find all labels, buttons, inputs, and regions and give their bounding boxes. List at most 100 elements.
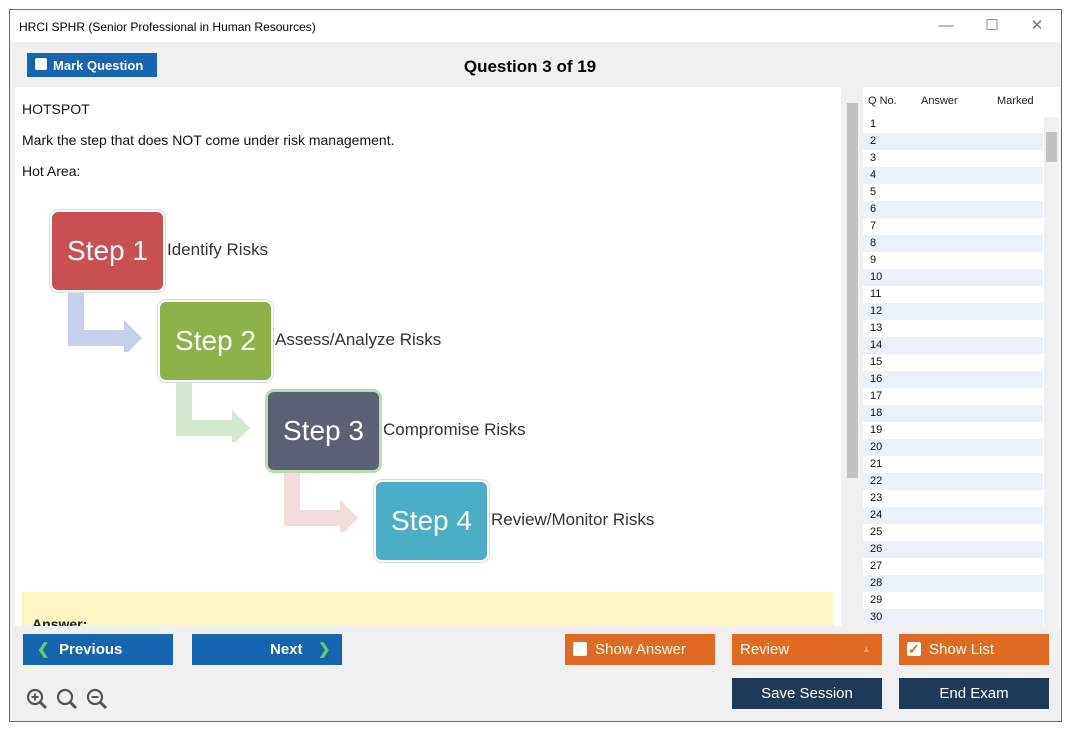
- button-label: End Exam: [939, 685, 1009, 702]
- icon: ❯: [318, 641, 331, 658]
- button-label: Show List: [929, 641, 995, 658]
- question-type: HOTSPOT: [22, 101, 90, 117]
- step-box[interactable]: Step 3: [268, 392, 379, 470]
- question-number: 4: [870, 169, 877, 181]
- list-row[interactable]: 29: [863, 592, 1043, 609]
- next-button[interactable]: Next ❯: [192, 634, 342, 665]
- question-number: 12: [870, 305, 883, 317]
- list-row[interactable]: 16: [863, 371, 1043, 388]
- list-row[interactable]: 25: [863, 524, 1043, 541]
- question-number: 14: [870, 339, 883, 351]
- show-answer-button[interactable]: Show Answer: [565, 634, 715, 665]
- list-row[interactable]: 6: [863, 201, 1043, 218]
- list-row[interactable]: 27: [863, 558, 1043, 575]
- list-row[interactable]: 1: [863, 116, 1043, 133]
- exam-window: HRCI SPHR (Senior Professional in Human …: [9, 9, 1062, 722]
- review-dropdown[interactable]: Review ▲: [732, 634, 882, 665]
- list-row[interactable]: 11: [863, 286, 1043, 303]
- question-number: 15: [870, 356, 883, 368]
- minimize-button[interactable]: —: [938, 17, 954, 34]
- list-row[interactable]: 10: [863, 269, 1043, 286]
- maximize-button[interactable]: ☐: [985, 17, 999, 34]
- list-row[interactable]: 28: [863, 575, 1043, 592]
- mark-question-button[interactable]: Mark Question: [27, 53, 157, 77]
- icon: ▲: [862, 644, 871, 654]
- button-label: Show Answer: [595, 641, 686, 658]
- question-number: 6: [870, 203, 877, 215]
- question-number: 17: [870, 390, 883, 402]
- list-row[interactable]: 14: [863, 337, 1043, 354]
- list-row[interactable]: 17: [863, 388, 1043, 405]
- window-title: HRCI SPHR (Senior Professional in Human …: [19, 20, 316, 34]
- button-label: Previous: [59, 641, 123, 658]
- question-list: Q No. Answer Marked 1 2 3 4 5 6 7 8 9 10 11 12 13 14 1…: [863, 87, 1060, 626]
- flow-arrow: [284, 472, 358, 532]
- step-text: Compromise Risks: [383, 420, 526, 439]
- list-row[interactable]: 26: [863, 541, 1043, 558]
- list-row[interactable]: 30: [863, 609, 1043, 626]
- list-row[interactable]: 4: [863, 167, 1043, 184]
- list-row[interactable]: 2: [863, 133, 1043, 150]
- question-number: 19: [870, 424, 883, 436]
- list-scrollbar[interactable]: [1044, 117, 1059, 626]
- list-row[interactable]: 3: [863, 150, 1043, 167]
- list-row[interactable]: 5: [863, 184, 1043, 201]
- zoom-in-button[interactable]: [26, 688, 48, 710]
- question-number: 16: [870, 373, 883, 385]
- column-header: Marked: [997, 95, 1034, 107]
- column-header: Q No.: [868, 95, 897, 107]
- list-row[interactable]: 9: [863, 252, 1043, 269]
- question-number: 28: [870, 577, 883, 589]
- previous-button[interactable]: ❮ Previous: [23, 634, 173, 665]
- save-session-button[interactable]: Save Session: [732, 678, 882, 709]
- show-list-button[interactable]: ✓ Show List: [899, 634, 1049, 665]
- question-number: 30: [870, 611, 883, 623]
- hot-area-label: Hot Area:: [22, 163, 81, 179]
- list-row[interactable]: 12: [863, 303, 1043, 320]
- button-label: Review: [740, 641, 790, 658]
- scroll-thumb[interactable]: [847, 103, 858, 478]
- hotspot-diagram: Step 1 Identify Risks Step 2 Assess/Analyze…: [15, 87, 841, 587]
- list-row[interactable]: 20: [863, 439, 1043, 456]
- title-bar: HRCI SPHR (Senior Professional in Human …: [10, 10, 1061, 42]
- question-number: 8: [870, 237, 877, 249]
- flow-arrow: [68, 292, 142, 352]
- zoom-out-button[interactable]: [86, 688, 108, 710]
- question-number: 23: [870, 492, 883, 504]
- close-button[interactable]: ✕: [1030, 17, 1044, 34]
- list-row[interactable]: 13: [863, 320, 1043, 337]
- question-prompt: Mark the step that does NOT come under r…: [22, 132, 395, 148]
- question-number: 7: [870, 220, 877, 232]
- list-row[interactable]: 7: [863, 218, 1043, 235]
- question-number: 9: [870, 254, 877, 266]
- list-row[interactable]: 21: [863, 456, 1043, 473]
- list-row[interactable]: 19: [863, 422, 1043, 439]
- zoom-reset-button[interactable]: [56, 688, 78, 710]
- list-row[interactable]: 24: [863, 507, 1043, 524]
- step-box[interactable]: Step 2: [160, 302, 271, 380]
- scroll-thumb[interactable]: [1046, 132, 1057, 162]
- button-label: Save Session: [761, 685, 853, 702]
- question-number: 3: [870, 152, 877, 164]
- question-number: 5: [870, 186, 877, 198]
- question-pane: HOTSPOT Mark the step that does NOT come…: [15, 87, 841, 626]
- button-label: Mark Question: [53, 58, 144, 73]
- step-box[interactable]: Step 4: [376, 482, 487, 560]
- end-exam-button[interactable]: End Exam: [899, 678, 1049, 709]
- column-header: Answer: [921, 95, 958, 107]
- list-row[interactable]: 23: [863, 490, 1043, 507]
- list-row[interactable]: 18: [863, 405, 1043, 422]
- list-row[interactable]: 22: [863, 473, 1043, 490]
- question-number: 13: [870, 322, 883, 334]
- question-number: 2: [870, 135, 877, 147]
- answer-box: Answer:: [22, 592, 833, 626]
- step-box[interactable]: Step 1: [52, 212, 163, 290]
- button-label: Next: [270, 641, 303, 658]
- checkbox: [573, 642, 587, 656]
- scrollbar[interactable]: [844, 87, 860, 626]
- flow-arrow: [176, 382, 250, 442]
- list-row[interactable]: 15: [863, 354, 1043, 371]
- check-mark: ✓: [908, 641, 920, 657]
- list-row[interactable]: 8: [863, 235, 1043, 252]
- question-number: 21: [870, 458, 883, 470]
